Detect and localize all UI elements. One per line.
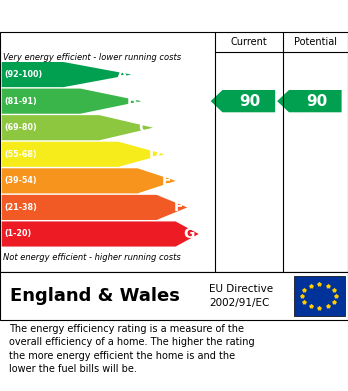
Text: (21-38): (21-38) xyxy=(4,203,37,212)
Text: (92-100): (92-100) xyxy=(4,70,42,79)
Text: A: A xyxy=(117,68,127,82)
Polygon shape xyxy=(2,221,199,247)
Text: E: E xyxy=(162,174,172,188)
Text: (39-54): (39-54) xyxy=(4,176,37,185)
Text: The energy efficiency rating is a measure of the
overall efficiency of a home. T: The energy efficiency rating is a measur… xyxy=(9,323,254,374)
Text: Very energy efficient - lower running costs: Very energy efficient - lower running co… xyxy=(3,53,182,62)
Text: Energy Efficiency Rating: Energy Efficiency Rating xyxy=(7,7,236,25)
Polygon shape xyxy=(2,62,132,87)
Polygon shape xyxy=(2,195,187,220)
Polygon shape xyxy=(2,142,164,167)
Text: D: D xyxy=(149,147,160,161)
Text: F: F xyxy=(174,201,183,214)
Text: B: B xyxy=(127,94,137,108)
Text: EU Directive
2002/91/EC: EU Directive 2002/91/EC xyxy=(209,284,273,308)
Text: Potential: Potential xyxy=(294,37,337,47)
Polygon shape xyxy=(2,89,142,114)
Polygon shape xyxy=(277,90,342,112)
Polygon shape xyxy=(2,115,153,140)
FancyBboxPatch shape xyxy=(294,276,345,316)
Text: (55-68): (55-68) xyxy=(4,150,37,159)
Text: (69-80): (69-80) xyxy=(4,123,37,132)
Text: G: G xyxy=(183,227,195,241)
Text: C: C xyxy=(139,121,149,135)
Text: 90: 90 xyxy=(306,93,327,109)
Text: (1-20): (1-20) xyxy=(4,230,31,239)
Polygon shape xyxy=(2,168,176,194)
Text: (81-91): (81-91) xyxy=(4,97,37,106)
Text: 90: 90 xyxy=(239,93,261,109)
Polygon shape xyxy=(211,90,275,112)
Text: Not energy efficient - higher running costs: Not energy efficient - higher running co… xyxy=(3,253,181,262)
Text: Current: Current xyxy=(230,37,267,47)
Text: England & Wales: England & Wales xyxy=(10,287,180,305)
